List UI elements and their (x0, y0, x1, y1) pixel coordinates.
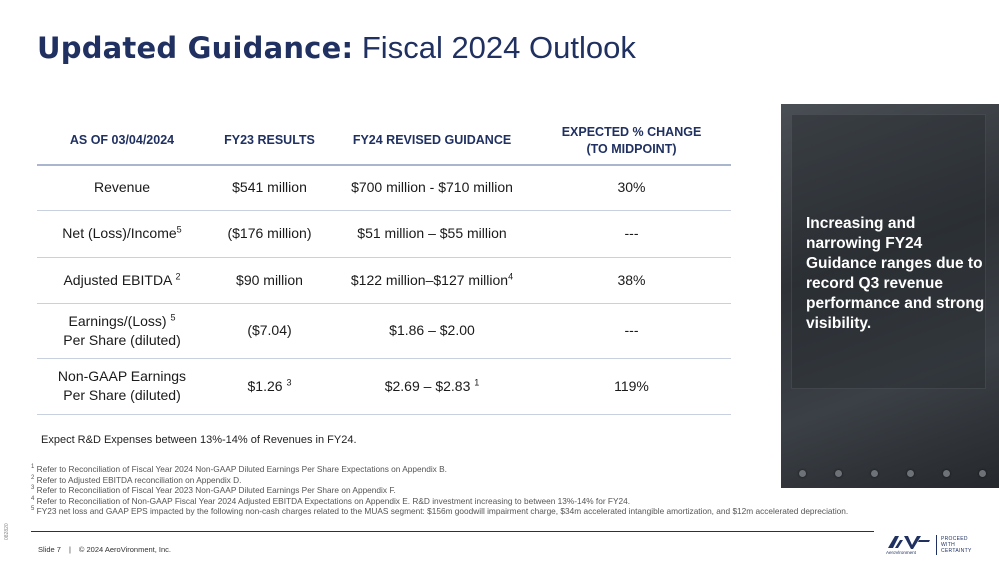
header-fy24: FY24 REVISED GUIDANCE (332, 117, 532, 166)
footnote: 1 Refer to Reconciliation of Fiscal Year… (31, 464, 447, 474)
rivet (907, 470, 914, 477)
fy24-text: $122 million–$127 million (350, 271, 509, 288)
fy23-cell: $90 million (207, 257, 332, 304)
table-row: Non-GAAP Earnings Per Share (diluted) $1.… (37, 358, 731, 415)
fy24-cell: $700 million - $710 million (332, 165, 532, 211)
footnote-ref: 1 (474, 376, 480, 387)
rivet (871, 470, 878, 477)
logo-divider (936, 535, 937, 555)
company-logo: AeroVironment PROCEED WITH CERTAINTY (886, 534, 986, 556)
panel-inner-box (791, 114, 986, 389)
rivet (799, 470, 806, 477)
guidance-table: AS OF 03/04/2024 FY23 RESULTS FY24 REVIS… (37, 117, 731, 415)
fy24-cell: $1.86 – $2.00 (332, 303, 532, 359)
metric-line2: Per Share (diluted) (63, 331, 181, 348)
table-row: Earnings/(Loss) 5 Per Share (diluted) ($7… (37, 303, 731, 359)
header-as-of: AS OF 03/04/2024 (37, 117, 207, 166)
footnote-ref: 5 (170, 311, 176, 322)
fy24-text: $2.69 – $2.83 (384, 377, 471, 394)
footnote: 4 Refer to Reconciliation of Non-GAAP Fi… (31, 495, 631, 506)
footer-divider (31, 531, 874, 532)
change-cell: 38% (532, 257, 731, 304)
footer: Slide 7 | © 2024 AeroVironment, Inc. (38, 545, 171, 554)
metric-text: Net (Loss)/Income (62, 225, 177, 241)
av-logo-icon (888, 536, 930, 549)
change-cell: --- (532, 303, 731, 359)
table-row: Net (Loss)/Income5 ($176 million) $51 mi… (37, 210, 731, 258)
metric-line1: Earnings/(Loss) (68, 312, 167, 329)
rnd-note: Expect R&D Expenses between 13%-14% of R… (41, 434, 357, 446)
fy23-cell: ($176 million) (207, 210, 332, 258)
fy24-cell: $2.69 – $2.83 1 (332, 358, 532, 415)
change-cell: --- (532, 210, 731, 258)
fy23-cell: ($7.04) (207, 303, 332, 359)
footnote: 5 FY23 net loss and GAAP EPS impacted by… (31, 506, 849, 517)
footnotes: 1 Refer to Reconciliation of Fiscal Year… (31, 464, 848, 517)
copyright: © 2024 AeroVironment, Inc. (78, 545, 171, 554)
slide-number: Slide 7 (38, 545, 61, 554)
change-cell: 30% (532, 165, 731, 211)
metric-text: Adjusted EBITDA (63, 271, 172, 288)
title-bold: Updated Guidance: (37, 31, 354, 65)
logo-wordmark: AeroVironment (886, 550, 916, 555)
header-fy23: FY23 RESULTS (207, 117, 332, 166)
fy24-cell: $51 million – $55 million (332, 210, 532, 258)
metric-cell: Non-GAAP Earnings Per Share (diluted) (37, 358, 207, 415)
callout-panel: Increasing and narrowing FY24 Guidance r… (781, 104, 999, 488)
table-row: Adjusted EBITDA 2 $90 million $122 milli… (37, 257, 731, 304)
change-cell: 119% (532, 358, 731, 415)
metric-cell: Net (Loss)/Income5 (37, 210, 207, 258)
footnote-ref: 5 (176, 224, 182, 235)
page-title: Updated Guidance: Fiscal 2024 Outlook (37, 30, 636, 66)
fy23-text: $1.26 (247, 377, 283, 394)
panel-text: Increasing and narrowing FY24 Guidance r… (806, 215, 985, 332)
fy24-cell: $122 million–$127 million4 (332, 257, 532, 304)
header-change-line2: (TO MIDPOINT) (586, 141, 677, 156)
table-header-row: AS OF 03/04/2024 FY23 RESULTS FY24 REVIS… (37, 117, 731, 166)
metric-line1: Non-GAAP Earnings (57, 368, 187, 384)
logo-tagline: PROCEED WITH CERTAINTY (941, 536, 972, 554)
footer-separator: | (68, 545, 71, 554)
title-light: Fiscal 2024 Outlook (361, 30, 636, 65)
header-change-line1: EXPECTED % CHANGE (561, 124, 702, 139)
rivet (835, 470, 842, 477)
metric-line2: Per Share (diluted) (63, 387, 181, 403)
side-id: 082820 (4, 523, 10, 540)
footnote: 2 Refer to Adjusted EBITDA reconciliatio… (31, 474, 242, 485)
footnote-ref: 4 (508, 270, 514, 281)
footnote-ref: 2 (175, 270, 181, 281)
rivet (979, 470, 986, 477)
fy23-cell: $1.26 3 (207, 358, 332, 415)
fy23-cell: $541 million (207, 165, 332, 211)
footnote-ref: 3 (286, 376, 292, 387)
footnote: 3 Refer to Reconciliation of Fiscal Year… (31, 485, 396, 496)
header-change: EXPECTED % CHANGE (TO MIDPOINT) (532, 117, 731, 166)
metric-cell: Revenue (37, 165, 207, 211)
metric-cell: Earnings/(Loss) 5 Per Share (diluted) (37, 303, 207, 359)
table-row: Revenue $541 million $700 million - $710… (37, 165, 731, 211)
metric-cell: Adjusted EBITDA 2 (37, 257, 207, 304)
panel-rivets (781, 470, 999, 480)
rivet (943, 470, 950, 477)
